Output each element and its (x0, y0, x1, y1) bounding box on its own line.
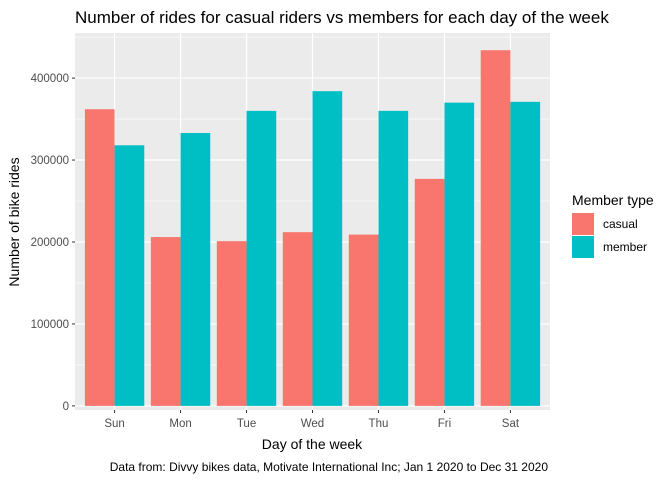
x-axis: Sun Mon Tue Wed Thu Fri Sat (104, 410, 520, 430)
legend-key-member (572, 236, 594, 258)
legend-title: Member type (572, 192, 654, 208)
legend: Member type casual member (572, 192, 654, 258)
bar-member-fri (444, 102, 475, 406)
bar-casual-sun (84, 109, 115, 406)
x-tick-label-sat: Sat (502, 418, 520, 430)
x-tick-label-tue: Tue (237, 418, 256, 430)
x-axis-title: Day of the week (262, 436, 363, 452)
bar-casual-wed (282, 232, 313, 406)
x-tick-label-fri: Fri (438, 418, 451, 430)
bar-member-sun (114, 145, 145, 406)
y-axis: 0 100000 200000 300000 400000 (31, 73, 75, 413)
x-tick-label-thu: Thu (369, 418, 389, 430)
legend-key-casual (572, 213, 594, 235)
bar-member-tue (246, 110, 277, 406)
x-tick-label-sun: Sun (104, 418, 124, 430)
bar-casual-mon (150, 237, 181, 406)
chart-caption: Data from: Divvy bikes data, Motivate In… (110, 460, 549, 474)
y-tick-label: 0 (63, 401, 69, 413)
legend-label-casual: casual (603, 217, 638, 231)
bar-member-sat (510, 101, 541, 406)
bar-member-wed (312, 91, 343, 406)
y-tick-label: 200000 (31, 237, 69, 249)
y-tick-label: 300000 (31, 155, 69, 167)
bar-member-mon (180, 132, 211, 406)
bar-casual-sat (480, 50, 511, 406)
legend-label-member: member (603, 240, 647, 254)
x-tick-label-mon: Mon (169, 418, 191, 430)
x-tick-label-wed: Wed (301, 418, 324, 430)
bar-casual-thu (348, 234, 379, 406)
chart-title: Number of rides for casual riders vs mem… (75, 8, 609, 27)
y-axis-title: Number of bike rides (6, 157, 22, 286)
bar-member-thu (378, 110, 409, 406)
bar-casual-fri (414, 178, 445, 406)
bar-casual-tue (216, 241, 247, 406)
y-tick-label: 100000 (31, 319, 69, 331)
bars (84, 50, 541, 406)
y-tick-label: 400000 (31, 73, 69, 85)
